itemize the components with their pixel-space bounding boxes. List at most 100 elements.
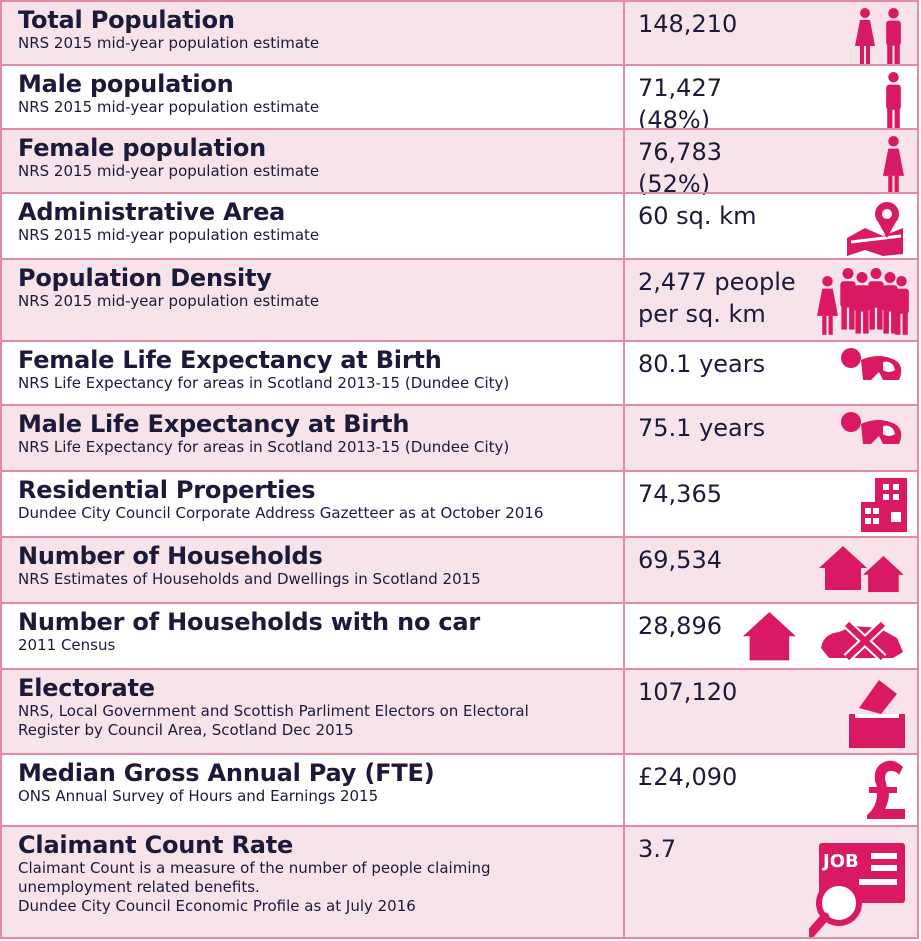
row-title: Residential Properties: [18, 476, 316, 504]
table-row: Female population NRS 2015 mid-year popul…: [0, 128, 919, 198]
row-note: Dundee City Council Economic Profile as …: [18, 897, 416, 915]
row-icon: [843, 198, 909, 262]
column-divider: [623, 538, 625, 602]
row-note: ONS Annual Survey of Hours and Earnings …: [18, 787, 379, 805]
table-row: Female Life Expectancy at Birth NRS Life …: [0, 340, 919, 404]
column-divider: [623, 472, 625, 536]
column-divider: [623, 406, 625, 470]
row-title: Population Density: [18, 264, 272, 292]
row-icon: [879, 134, 909, 198]
row-value: 107,120: [638, 678, 738, 706]
row-value: 28,896: [638, 612, 722, 640]
table-row: Number of Households with no car 2011 Cen…: [0, 602, 919, 668]
row-title: Median Gross Annual Pay (FTE): [18, 759, 435, 787]
icon: [849, 680, 905, 748]
row-label: Median Gross Annual Pay (FTE) ONS Annual …: [18, 759, 616, 806]
row-icon: [839, 410, 909, 454]
row-title: Number of Households: [18, 542, 323, 570]
row-icon: JOB: [806, 837, 909, 941]
icon: [817, 268, 909, 335]
row-label: Number of Households NRS Estimates of Hou…: [18, 542, 616, 589]
column-divider: [623, 130, 625, 192]
icon: [819, 546, 904, 594]
column-divider: [623, 342, 625, 404]
row-label: Administrative Area NRS 2015 mid-year pop…: [18, 198, 616, 245]
row-value: 148,210: [638, 10, 738, 38]
row-icon: [743, 608, 909, 668]
table-row: Total Population NRS 2015 mid-year popula…: [0, 0, 919, 67]
row-value: 76,783 (52%): [638, 138, 722, 198]
row-value: 69,534: [638, 546, 722, 574]
row-label: Male Life Expectancy at Birth NRS Life Ex…: [18, 410, 616, 457]
row-label: Male population NRS 2015 mid-year populat…: [18, 70, 616, 117]
row-value: 71,427 (48%): [638, 74, 722, 134]
icon: [841, 412, 902, 444]
row-icon: [819, 542, 909, 596]
row-value: 74,365: [638, 480, 722, 508]
icon-text: JOB: [821, 851, 859, 872]
row-note: NRS 2015 mid-year population estimate: [18, 34, 320, 52]
row-icon: [859, 476, 909, 538]
row-value: 80.1 years: [638, 350, 766, 378]
icon: [883, 136, 904, 195]
column-divider: [623, 194, 625, 258]
column-divider: [623, 66, 625, 128]
row-note: NRS Life Expectancy for areas in Scotlan…: [18, 374, 510, 392]
row-icon: [879, 70, 909, 134]
row-title: Electorate: [18, 674, 155, 702]
column-divider: [623, 670, 625, 753]
row-label: Number of Households with no car 2011 Cen…: [18, 608, 616, 655]
table-row: Male population NRS 2015 mid-year populat…: [0, 64, 919, 134]
icon: [867, 760, 905, 819]
column-divider: [623, 2, 625, 64]
row-note: NRS 2015 mid-year population estimate: [18, 226, 320, 244]
icon: JOB: [806, 843, 905, 938]
row-title: Male Life Expectancy at Birth: [18, 410, 410, 438]
row-icon: [839, 346, 909, 390]
icon: [841, 348, 902, 380]
table-row: Residential Properties Dundee City Counci…: [0, 470, 919, 536]
row-title: Number of Households with no car: [18, 608, 481, 636]
row-title: Male population: [18, 70, 234, 98]
icon: [861, 478, 907, 532]
row-value: 60 sq. km: [638, 202, 757, 230]
row-value: £24,090: [638, 763, 738, 791]
row-note: NRS 2015 mid-year population estimate: [18, 292, 320, 310]
row-label: Population Density NRS 2015 mid-year popu…: [18, 264, 616, 311]
row-note: NRS 2015 mid-year population estimate: [18, 162, 320, 180]
row-label: Female population NRS 2015 mid-year popul…: [18, 134, 616, 181]
row-icon: [817, 264, 909, 342]
icon: [886, 72, 901, 131]
table-row: Median Gross Annual Pay (FTE) ONS Annual …: [0, 753, 919, 825]
row-title: Female Life Expectancy at Birth: [18, 346, 442, 374]
icon: [847, 202, 903, 256]
row-label: Claimant Count Rate Claimant Count is a m…: [18, 831, 616, 916]
row-icon: [853, 6, 909, 70]
row-label: Total Population NRS 2015 mid-year popula…: [18, 6, 616, 53]
row-title: Claimant Count Rate: [18, 831, 294, 859]
table-row: Administrative Area NRS 2015 mid-year pop…: [0, 192, 919, 258]
row-note: 2011 Census: [18, 636, 116, 654]
table-row: Number of Households NRS Estimates of Hou…: [0, 536, 919, 602]
row-note: unemployment related benefits.: [18, 878, 260, 896]
table-row: Population Density NRS 2015 mid-year popu…: [0, 258, 919, 340]
column-divider: [623, 604, 625, 668]
table-row: Electorate NRS, Local Government and Scot…: [0, 668, 919, 753]
row-value: 75.1 years: [638, 414, 766, 442]
column-divider: [623, 827, 625, 937]
row-title: Administrative Area: [18, 198, 286, 226]
row-note: Dundee City Council Corporate Address Ga…: [18, 504, 544, 522]
row-note: NRS Estimates of Households and Dwelling…: [18, 570, 481, 588]
row-title: Female population: [18, 134, 266, 162]
row-note: NRS, Local Government and Scottish Parli…: [18, 702, 529, 720]
table-row: Claimant Count Rate Claimant Count is a m…: [0, 825, 919, 939]
row-note: Register by Council Area, Scotland Dec 2…: [18, 721, 354, 739]
row-value: 2,477 people per sq. km: [638, 268, 796, 328]
table-row: Male Life Expectancy at Birth NRS Life Ex…: [0, 404, 919, 470]
icon: [743, 612, 903, 662]
row-value: 3.7: [638, 835, 677, 863]
row-label: Residential Properties Dundee City Counci…: [18, 476, 616, 523]
row-title: Total Population: [18, 6, 235, 34]
icon: [855, 8, 901, 67]
row-label: Female Life Expectancy at Birth NRS Life …: [18, 346, 616, 393]
